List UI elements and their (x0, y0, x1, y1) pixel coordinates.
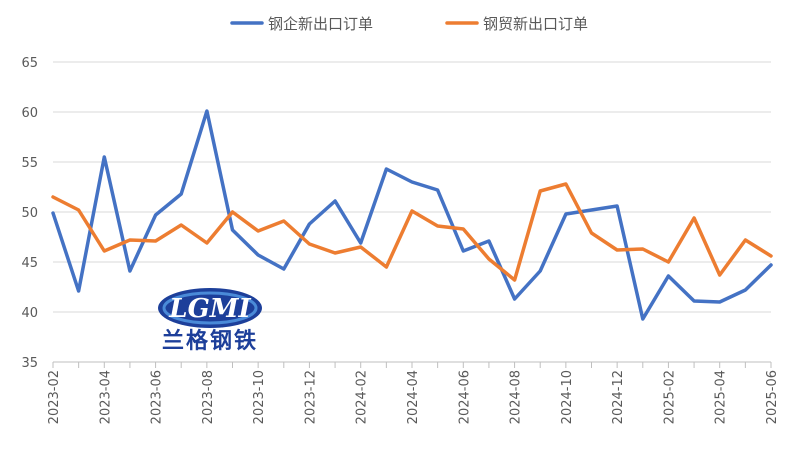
axes: 35 40 45 50 55 60 65 2023-02 2023-04 2023-06 2023-… (21, 56, 780, 424)
watermark-logo: LGMI 兰格钢铁 (158, 288, 262, 354)
logo-text: LGMI (168, 294, 251, 324)
series-line-2 (51, 182, 773, 282)
x-tick-label: 2023-12 (303, 370, 318, 424)
x-tick-label: 2023-10 (252, 370, 267, 424)
series-line-1 (51, 109, 773, 321)
y-tick-label: 55 (21, 156, 38, 171)
gridlines (53, 61, 771, 313)
x-tick-label: 2025-04 (714, 370, 729, 424)
logo-cn-text: 兰格钢铁 (162, 328, 258, 354)
x-tick-label: 2024-02 (355, 370, 370, 424)
logo-ellipse (158, 288, 262, 328)
x-tick-label: 2023-06 (150, 370, 165, 424)
legend: 钢企新出口订单 钢贸新出口订单 (230, 15, 588, 33)
x-tick-label: 2023-08 (201, 370, 216, 424)
x-tick-label: 2023-04 (98, 370, 113, 424)
y-tick-label: 50 (21, 206, 38, 221)
x-tick-label: 2024-12 (611, 370, 626, 424)
x-tick-label: 2025-06 (765, 370, 780, 424)
x-tick-label: 2024-10 (560, 370, 575, 424)
y-tick-label: 45 (21, 256, 38, 271)
legend-label-1: 钢企新出口订单 (268, 15, 373, 33)
x-tick-label: 2024-08 (509, 370, 524, 424)
x-tick-label: 2025-02 (662, 370, 677, 424)
y-tick-label: 60 (21, 106, 38, 121)
x-tick-label: 2023-02 (47, 370, 62, 424)
y-tick-label: 35 (21, 356, 38, 371)
y-tick-label: 40 (21, 306, 38, 321)
legend-label-2: 钢贸新出口订单 (483, 15, 588, 33)
logo-ring (162, 291, 258, 325)
y-tick-label: 65 (21, 56, 38, 71)
x-tick-label: 2024-06 (457, 370, 472, 424)
x-tick-label: 2024-04 (406, 370, 421, 424)
series-lines (51, 109, 773, 321)
